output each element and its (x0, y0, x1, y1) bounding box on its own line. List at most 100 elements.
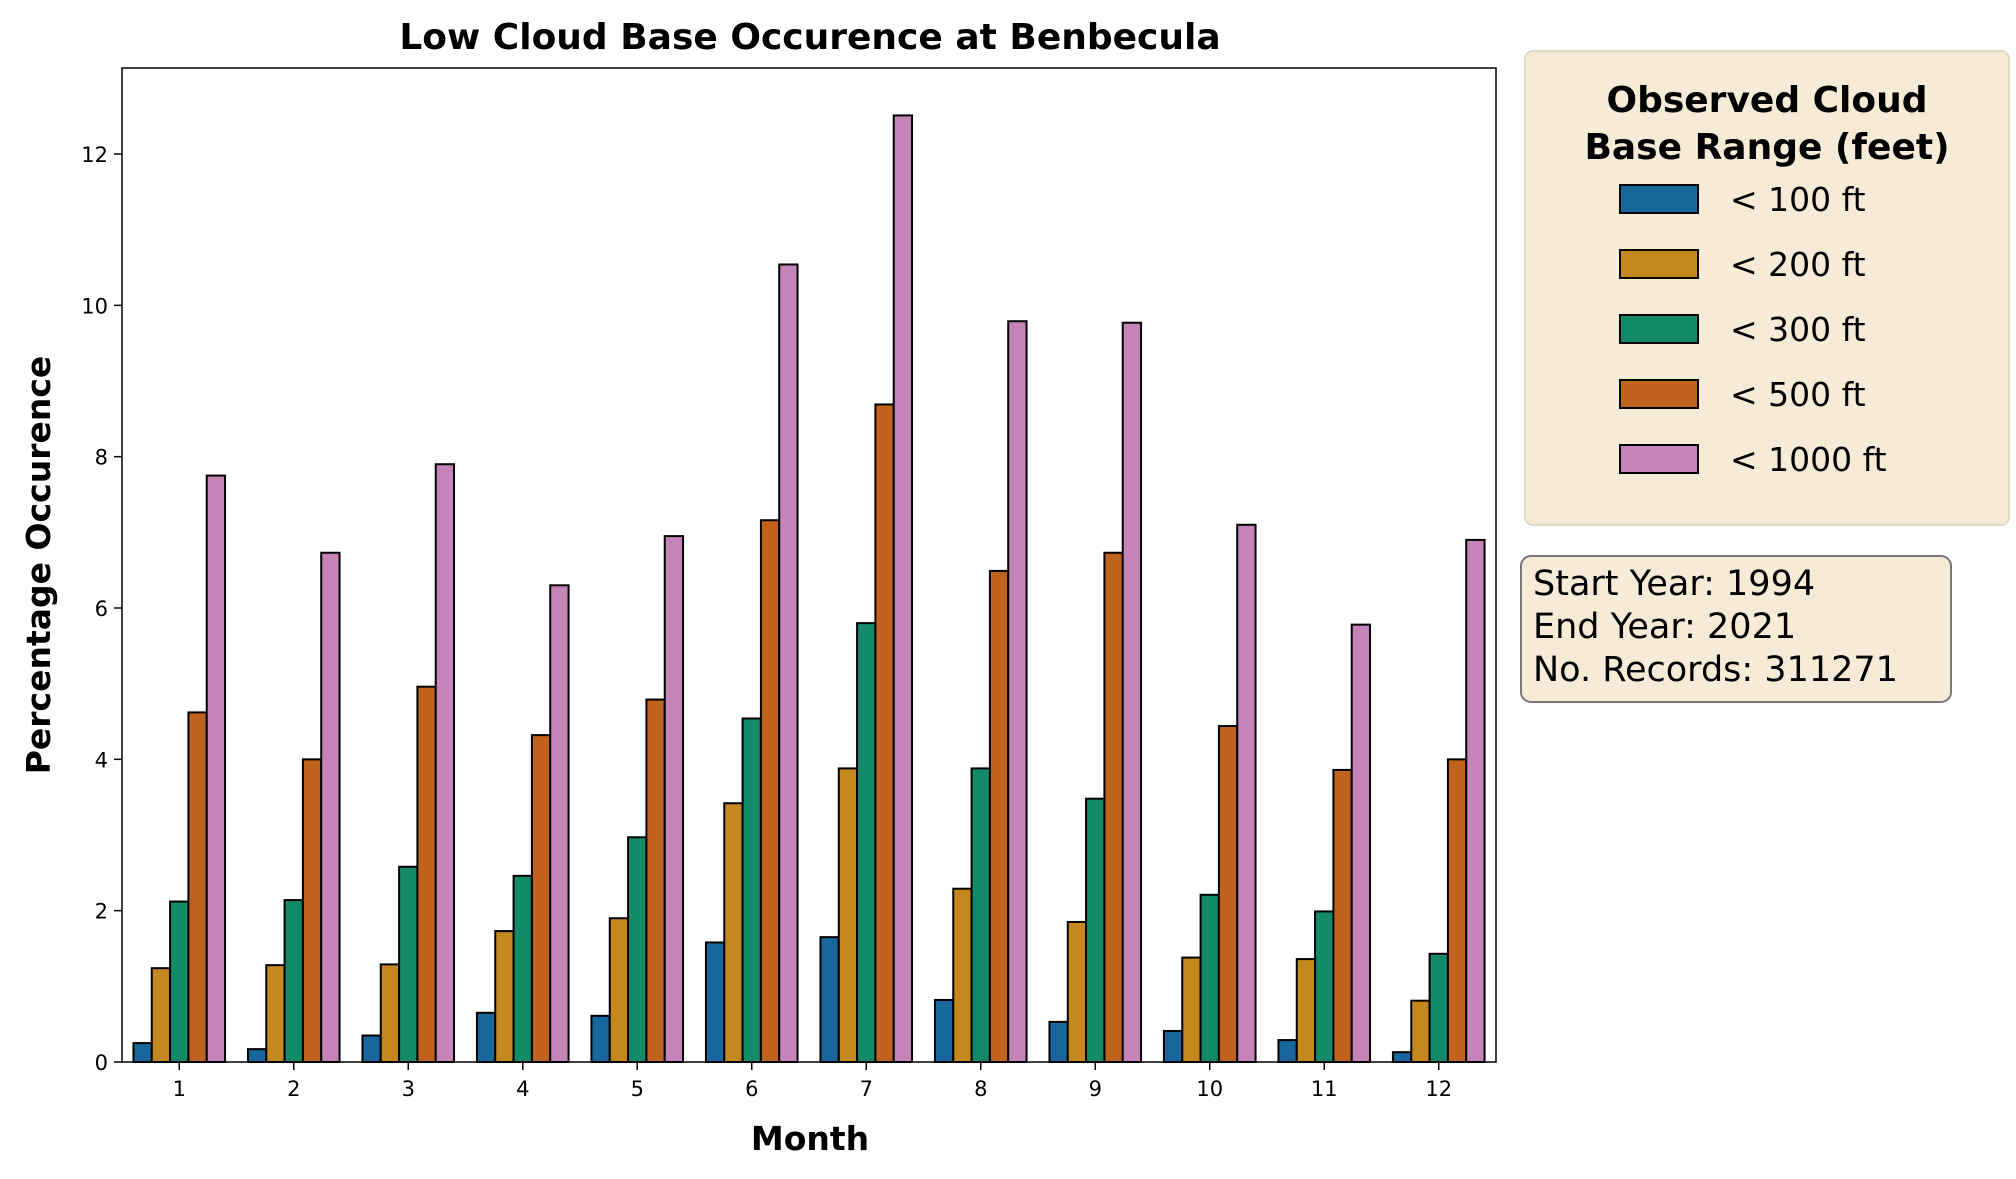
bar-month-7-series-1 (837, 767, 859, 1063)
legend-swatch (1619, 184, 1699, 214)
bar-month-8-series-2 (970, 767, 991, 1063)
bar-month-10-series-0 (1162, 1029, 1184, 1064)
x-tick-label: 11 (1311, 1077, 1338, 1101)
legend-swatch (1619, 379, 1699, 409)
y-tick-label: 6 (95, 597, 108, 621)
bar-month-1-series-4 (205, 474, 227, 1064)
bar-month-12-series-2 (1428, 952, 1449, 1064)
bar-month-5-series-1 (608, 917, 630, 1063)
bar-month-2-series-4 (320, 551, 341, 1063)
bar-month-6-series-4 (778, 263, 799, 1063)
x-tick-label: 12 (1425, 1077, 1452, 1101)
bars-layer (132, 114, 1486, 1064)
x-axis-label: Month (751, 1119, 869, 1158)
bar-month-9-series-1 (1066, 921, 1088, 1063)
bar-month-3-series-2 (398, 865, 419, 1064)
bar-month-8-series-0 (933, 998, 955, 1063)
y-axis-label: Percentage Occurence (19, 356, 58, 775)
x-tick-label: 4 (516, 1077, 529, 1101)
legend-label: < 100 ft (1730, 180, 1866, 219)
y-axis: 0 2 4 6 8 10 12 (81, 143, 122, 1075)
bar-month-6-series-0 (704, 941, 726, 1063)
bar-month-7-series-4 (892, 114, 914, 1064)
x-tick-label: 2 (287, 1077, 300, 1101)
bar-month-9-series-3 (1103, 551, 1124, 1063)
bar-month-5-series-0 (590, 1014, 611, 1063)
legend-label: < 1000 ft (1730, 440, 1887, 479)
bar-month-4-series-3 (530, 734, 552, 1063)
x-tick-label: 6 (745, 1077, 758, 1101)
y-tick-label: 0 (95, 1051, 108, 1075)
legend-label: < 200 ft (1730, 245, 1866, 284)
end-year: End Year: 2021 (1533, 607, 1796, 647)
bar-month-4-series-4 (549, 584, 570, 1063)
bar-month-7-series-3 (874, 403, 895, 1063)
bar-month-6-series-2 (741, 717, 762, 1063)
bar-month-11-series-4 (1350, 623, 1372, 1063)
bar-month-7-series-2 (856, 622, 877, 1064)
y-tick-label: 8 (95, 446, 108, 470)
bar-month-12-series-3 (1446, 758, 1468, 1063)
bar-month-5-series-3 (645, 698, 666, 1063)
bar-month-11-series-3 (1332, 768, 1353, 1064)
x-tick-label: 3 (402, 1077, 415, 1101)
bar-month-8-series-1 (952, 887, 973, 1063)
bar-month-11-series-0 (1277, 1039, 1298, 1063)
bar-month-5-series-2 (627, 836, 648, 1064)
bar-month-4-series-1 (494, 930, 515, 1064)
bar-month-9-series-2 (1085, 797, 1106, 1063)
chart-title: Low Cloud Base Occurence at Benbecula (399, 17, 1220, 58)
bar-month-10-series-2 (1199, 893, 1220, 1063)
x-axis: 1 2 3 4 5 6 7 8 9 10 11 12 (173, 1062, 1452, 1101)
info-box: Start Year: 1994 End Year: 2021 No. Reco… (1520, 555, 1952, 703)
bar-month-1-series-2 (169, 900, 190, 1063)
legend-title-line2: Base Range (feet) (1584, 127, 1949, 168)
bar-month-2-series-2 (283, 899, 304, 1063)
legend: Observed Cloud Base Range (feet) < 100 f… (1524, 50, 2010, 526)
bar-month-2-series-0 (246, 1048, 268, 1064)
bar-month-6-series-3 (759, 519, 781, 1063)
y-tick-label: 10 (81, 294, 108, 318)
bar-month-9-series-0 (1048, 1020, 1069, 1063)
bar-month-11-series-2 (1314, 910, 1335, 1063)
start-year: Start Year: 1994 (1533, 564, 1815, 604)
bar-month-4-series-0 (475, 1011, 497, 1063)
bar-month-2-series-1 (265, 964, 286, 1063)
x-tick-label: 9 (1089, 1077, 1102, 1101)
bar-month-10-series-3 (1217, 725, 1239, 1063)
x-tick-label: 10 (1196, 1077, 1223, 1101)
bar-month-6-series-1 (723, 802, 744, 1063)
bar-month-3-series-1 (379, 963, 401, 1064)
legend-swatch (1619, 249, 1699, 279)
y-tick-label: 2 (95, 900, 108, 924)
y-tick-label: 4 (95, 748, 108, 772)
bar-month-3-series-4 (434, 463, 456, 1063)
bar-month-1-series-1 (150, 967, 172, 1064)
record-count: No. Records: 311271 (1533, 650, 1898, 690)
legend-swatch (1619, 444, 1699, 474)
bar-month-12-series-1 (1410, 999, 1431, 1064)
bar-month-3-series-3 (416, 685, 437, 1064)
bar-month-4-series-2 (512, 874, 533, 1063)
x-tick-label: 5 (631, 1077, 644, 1101)
legend-title-line1: Observed Cloud (1606, 80, 1927, 121)
bar-month-2-series-3 (301, 758, 323, 1063)
bar-month-3-series-0 (361, 1034, 382, 1064)
bar-month-12-series-0 (1391, 1051, 1413, 1063)
bar-month-1-series-3 (187, 711, 208, 1063)
legend-label: < 500 ft (1730, 375, 1866, 414)
legend-swatch (1619, 314, 1699, 344)
bar-month-8-series-3 (988, 569, 1010, 1063)
plot-frame (121, 67, 1497, 1063)
x-tick-label: 1 (173, 1077, 186, 1101)
bar-month-11-series-1 (1295, 958, 1317, 1063)
bar-month-7-series-0 (819, 936, 840, 1064)
bar-month-1-series-0 (132, 1042, 153, 1064)
legend-label: < 300 ft (1730, 310, 1866, 349)
bar-month-5-series-4 (663, 535, 685, 1063)
bar-month-10-series-1 (1181, 956, 1202, 1064)
bar-month-8-series-4 (1007, 320, 1028, 1063)
x-tick-label: 7 (860, 1077, 873, 1101)
bar-month-12-series-4 (1465, 538, 1486, 1063)
